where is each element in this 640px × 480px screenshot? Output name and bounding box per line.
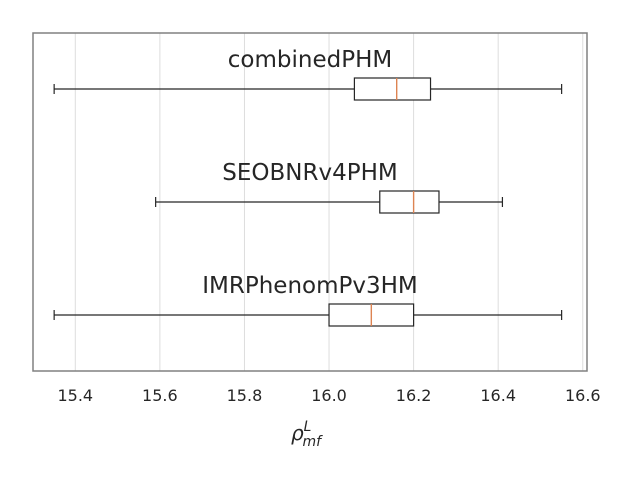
x-axis-label-base: ρ bbox=[291, 421, 304, 445]
plot-frame bbox=[32, 32, 588, 372]
box-plots: combinedPHM SEOBNRv4PHM IMRPhenomPv3HM bbox=[53, 47, 563, 327]
x-tick-label: 15.6 bbox=[142, 386, 178, 405]
x-axis-label-sub: mf bbox=[302, 434, 323, 450]
series-label: IMRPhenomPv3HM bbox=[202, 273, 418, 299]
box-group: IMRPhenomPv3HM bbox=[53, 273, 563, 327]
x-tick-label: 16.6 bbox=[565, 386, 601, 405]
x-tick-label: 16.0 bbox=[311, 386, 347, 405]
x-tick-label: 16.2 bbox=[396, 386, 432, 405]
series-label: combinedPHM bbox=[228, 47, 392, 73]
x-tick-label: 16.4 bbox=[480, 386, 516, 405]
x-tick-label: 15.8 bbox=[227, 386, 263, 405]
box-group: combinedPHM bbox=[53, 47, 563, 101]
x-axis-label-sup: L bbox=[304, 419, 312, 435]
x-axis-label: ρL mf bbox=[291, 419, 323, 450]
series-label: SEOBNRv4PHM bbox=[222, 160, 397, 186]
x-tick-label: 15.4 bbox=[57, 386, 93, 405]
box-iqr bbox=[379, 190, 440, 214]
x-tick-labels: 15.4 15.6 15.8 16.0 16.2 16.4 16.6 bbox=[57, 386, 600, 405]
box-iqr bbox=[353, 77, 432, 101]
box-group: SEOBNRv4PHM bbox=[155, 160, 504, 214]
